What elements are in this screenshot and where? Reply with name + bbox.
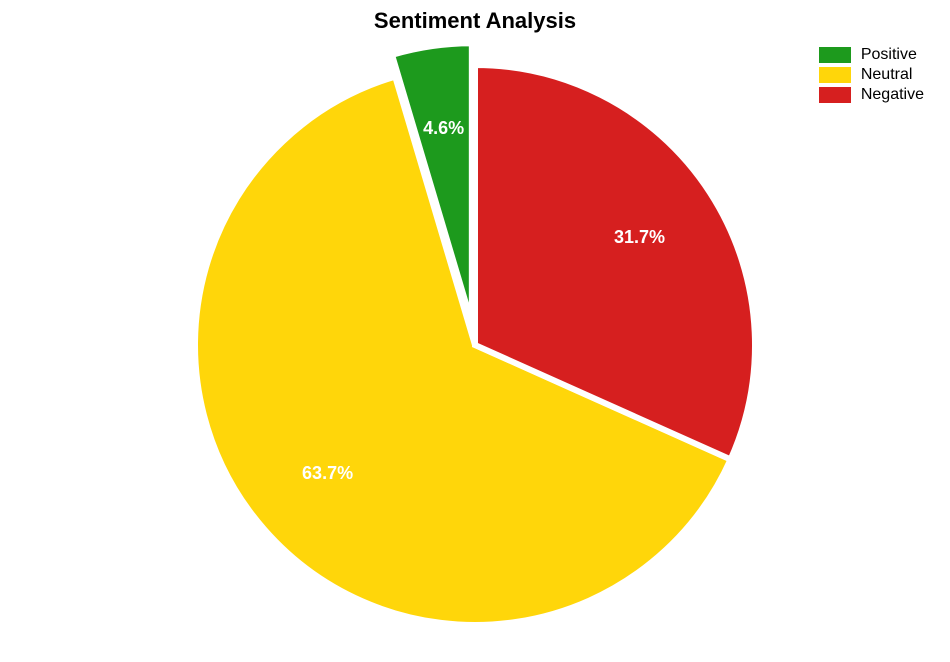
legend-swatch-positive (819, 47, 851, 63)
legend-label-positive: Positive (861, 46, 917, 64)
legend-swatch-neutral (819, 67, 851, 83)
pie-label-positive: 4.6% (423, 118, 464, 138)
pie-chart: 4.6% 63.7% 31.7% (0, 0, 950, 662)
pie-label-neutral: 63.7% (302, 463, 353, 483)
pie-label-negative: 31.7% (614, 227, 665, 247)
legend-item-negative: Negative (819, 86, 924, 104)
legend-label-negative: Negative (861, 86, 924, 104)
legend-label-neutral: Neutral (861, 66, 913, 84)
legend-item-positive: Positive (819, 46, 924, 64)
legend: Positive Neutral Negative (819, 46, 924, 106)
legend-swatch-negative (819, 87, 851, 103)
legend-item-neutral: Neutral (819, 66, 924, 84)
